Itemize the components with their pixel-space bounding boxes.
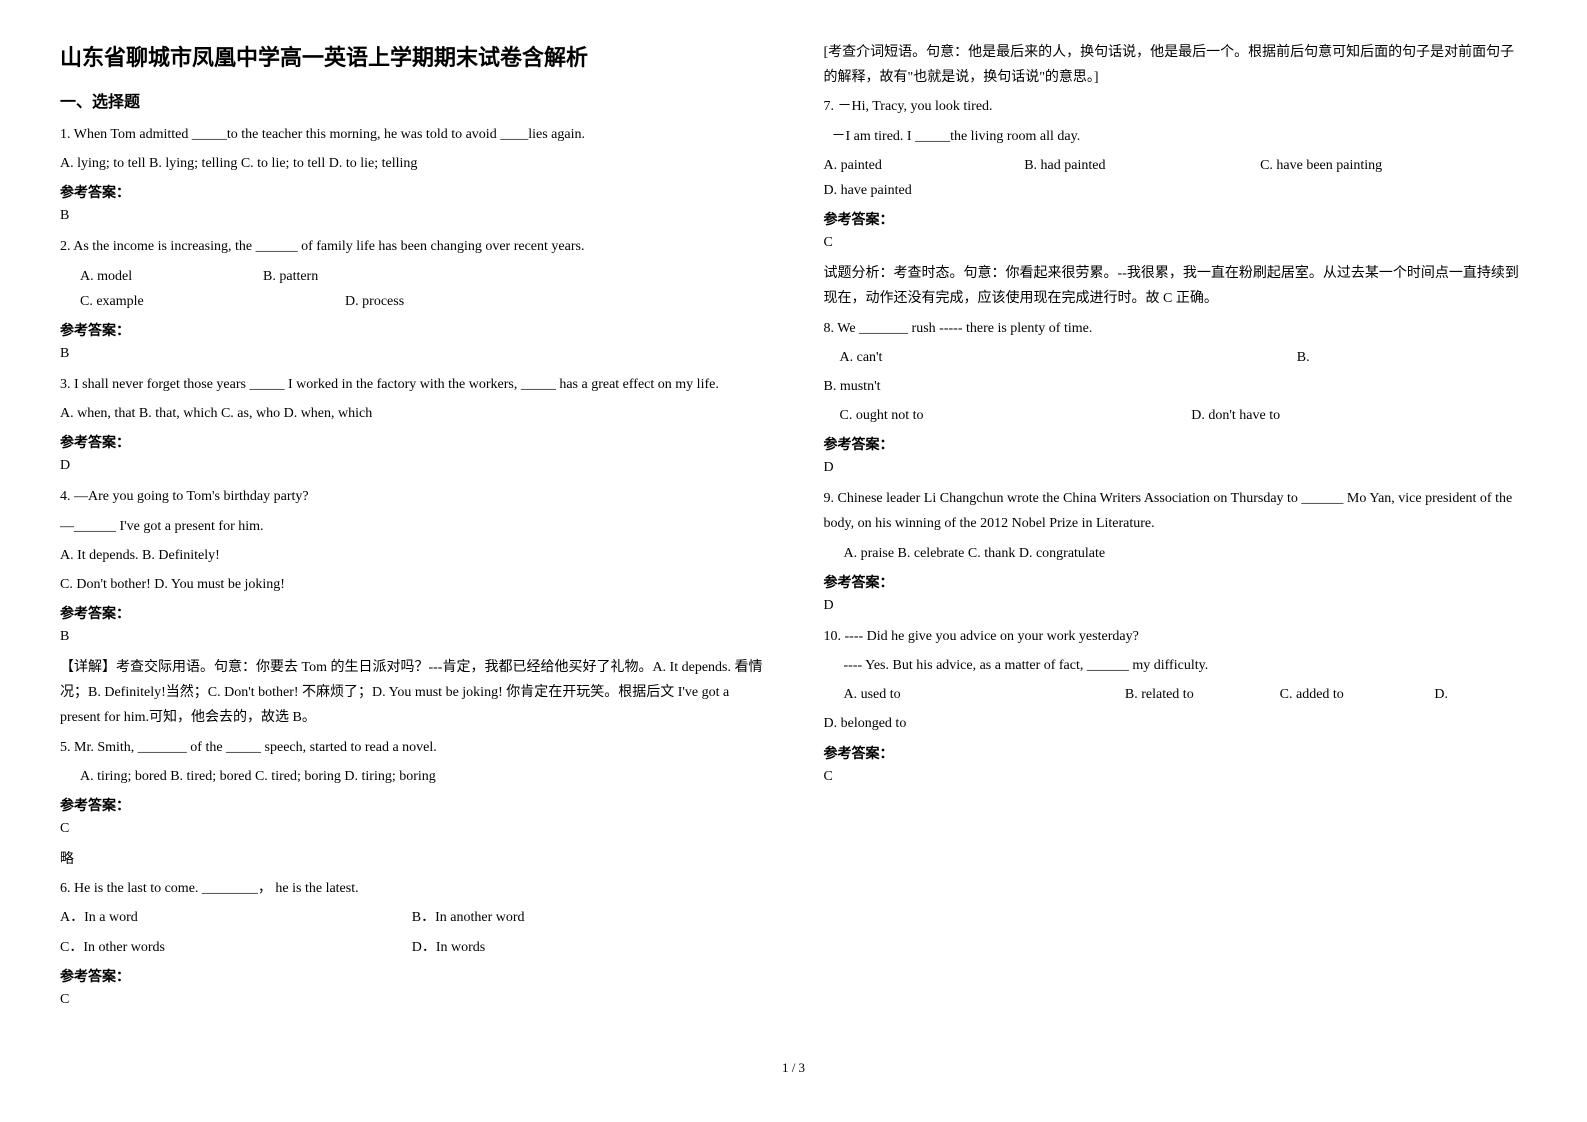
- q4-stem2: —______ I've got a present for him.: [60, 514, 764, 539]
- q10-opt-c: C. added to: [1280, 682, 1435, 707]
- q3-answer: D: [60, 458, 764, 474]
- content-columns: 山东省聊城市凤凰中学高一英语上学期期末试卷含解析 一、选择题 1. When T…: [60, 40, 1527, 1040]
- q6-opt-d: D．In words: [412, 935, 764, 960]
- page-footer: 1 / 3: [60, 1060, 1527, 1076]
- q4-stem1: 4. —Are you going to Tom's birthday part…: [60, 484, 764, 509]
- q5-answer: C: [60, 821, 764, 837]
- q8-opt-b-letter: B.: [1297, 345, 1310, 370]
- q10-answer: C: [824, 769, 1528, 785]
- q3-answer-label: 参考答案：: [60, 432, 764, 452]
- q2-opt-d: D. process: [345, 289, 448, 314]
- q6-opt-b: B．In another word: [412, 905, 764, 930]
- q9-answer-label: 参考答案：: [824, 572, 1528, 592]
- q4-answer: B: [60, 629, 764, 645]
- q2-options: A. model B. pattern C. example D. proces…: [60, 264, 764, 314]
- q10-answer-label: 参考答案：: [824, 743, 1528, 763]
- q10-opt-d-letter: D.: [1434, 682, 1448, 707]
- q10-opt-d: D. belonged to: [824, 711, 1528, 736]
- q1-stem: 1. When Tom admitted _____to the teacher…: [60, 122, 764, 147]
- q7-stem2: －I am tired. I _____the living room all …: [824, 124, 1528, 149]
- q8-answer-label: 参考答案：: [824, 434, 1528, 454]
- q7-explain: 试题分析：考查时态。句意：你看起来很劳累。--我很累，我一直在粉刷起居室。从过去…: [824, 261, 1528, 311]
- q3-stem: 3. I shall never forget those years ____…: [60, 372, 764, 397]
- q6-opt-a: A．In a word: [60, 905, 412, 930]
- q1-answer-label: 参考答案：: [60, 182, 764, 202]
- q6-explain: [考查介词短语。句意：他是最后来的人，换句话说，他是最后一个。根据前后句意可知后…: [824, 40, 1528, 90]
- q6-answer: C: [60, 992, 764, 1008]
- q9-stem: 9. Chinese leader Li Changchun wrote the…: [824, 486, 1528, 536]
- q10-opt-b: B. related to: [1125, 682, 1280, 707]
- q7-answer: C: [824, 235, 1528, 251]
- q10-stem2: ---- Yes. But his advice, as a matter of…: [824, 653, 1528, 678]
- q8-opts-2: C. ought not to D. don't have to: [824, 403, 1528, 428]
- q7-opt-b: B. had painted: [1024, 153, 1200, 178]
- q8-opt-c: C. ought not to: [824, 403, 1192, 428]
- q9-answer: D: [824, 598, 1528, 614]
- q4-opts-cd: C. Don't bother! D. You must be joking!: [60, 572, 764, 597]
- q8-stem: 8. We _______ rush ----- there is plenty…: [824, 316, 1528, 341]
- q7-opt-c: C. have been painting: [1260, 153, 1457, 178]
- q5-options: A. tiring; bored B. tired; bored C. tire…: [60, 764, 764, 789]
- q6-opt-c: C．In other words: [60, 935, 412, 960]
- q2-answer: B: [60, 346, 764, 362]
- q5-stem: 5. Mr. Smith, _______ of the _____ speec…: [60, 735, 764, 760]
- section-heading: 一、选择题: [60, 88, 764, 112]
- q4-answer-label: 参考答案：: [60, 603, 764, 623]
- lue-text: 略: [60, 847, 764, 872]
- q2-opt-c: C. example: [80, 289, 285, 314]
- q10-opt-a: A. used to: [824, 682, 1125, 707]
- q6-stem: 6. He is the last to come. ________， he …: [60, 876, 764, 901]
- q10-stem1: 10. ---- Did he give you advice on your …: [824, 624, 1528, 649]
- q2-opt-b: B. pattern: [263, 264, 468, 289]
- q1-answer: B: [60, 208, 764, 224]
- q1-options: A. lying; to tell B. lying; telling C. t…: [60, 151, 764, 176]
- q9-options: A. praise B. celebrate C. thank D. congr…: [824, 541, 1528, 566]
- q2-stem: 2. As the income is increasing, the ____…: [60, 234, 764, 259]
- q8-opt-d: D. don't have to: [1191, 403, 1280, 428]
- q2-answer-label: 参考答案：: [60, 320, 764, 340]
- page-title: 山东省聊城市凤凰中学高一英语上学期期末试卷含解析: [60, 40, 764, 72]
- q8-opt-b: B. mustn't: [824, 374, 1528, 399]
- q7-stem1: 7. －Hi, Tracy, you look tired.: [824, 94, 1528, 119]
- q6-opts-1: A．In a word B．In another word: [60, 905, 764, 930]
- q8-opt-a: A. can't: [824, 345, 1297, 370]
- q6-answer-label: 参考答案：: [60, 966, 764, 986]
- q10-opts: A. used to B. related to C. added to D.: [824, 682, 1528, 707]
- q7-opt-a: A. painted: [824, 153, 965, 178]
- q3-options: A. when, that B. that, which C. as, who …: [60, 401, 764, 426]
- q7-answer-label: 参考答案：: [824, 209, 1528, 229]
- q5-answer-label: 参考答案：: [60, 795, 764, 815]
- q6-opts-2: C．In other words D．In words: [60, 935, 764, 960]
- q7-opt-d: D. have painted: [824, 178, 965, 203]
- q4-opts-ab: A. It depends. B. Definitely!: [60, 543, 764, 568]
- q4-explain: 【详解】考查交际用语。句意：你要去 Tom 的生日派对吗？---肯定，我都已经给…: [60, 655, 764, 731]
- q8-answer: D: [824, 460, 1528, 476]
- q7-options: A. painted B. had painted C. have been p…: [824, 153, 1528, 203]
- q8-opts-1: A. can't B.: [824, 345, 1528, 370]
- q2-opt-a: A. model: [80, 264, 203, 289]
